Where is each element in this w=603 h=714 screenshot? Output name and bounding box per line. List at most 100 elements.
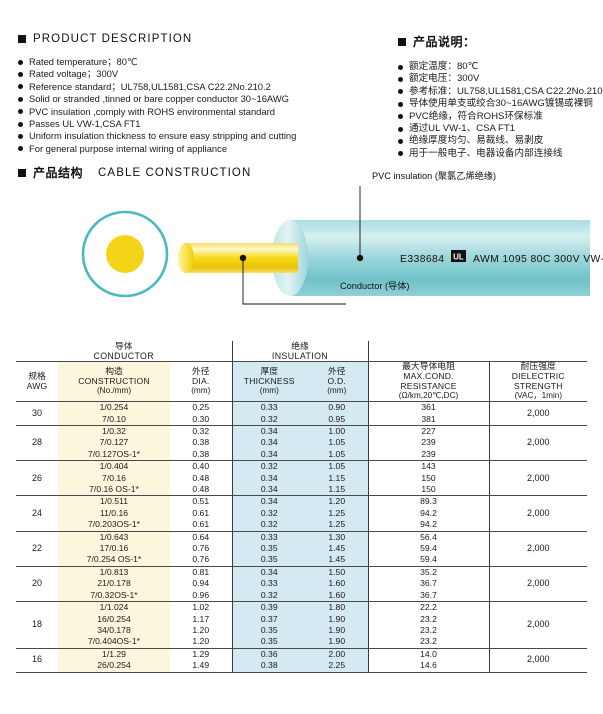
cell-resistance-value: 59.4 bbox=[420, 554, 437, 565]
column-header-resistance: 最大导体电阻 MAX.COND. RESISTANCE (Ω/km,20℃,DC… bbox=[368, 361, 490, 403]
cell-construction: 1/1.29 26/0.254 bbox=[58, 648, 170, 673]
round-bullet-icon bbox=[398, 101, 403, 107]
round-bullet-icon bbox=[398, 64, 403, 70]
cell-thickness: 0.39 0.37 0.35 0.35 bbox=[231, 601, 306, 649]
cell-od-value: 1.05 bbox=[328, 448, 346, 459]
cell-resistance-value: 56.4 bbox=[420, 531, 437, 542]
cell-construction-value: 1/1.024 bbox=[99, 602, 129, 613]
cell-resistance: 22.2 23.2 23.2 23.2 bbox=[368, 601, 490, 649]
pvc-insulation-callout-label: PVC insulation (聚氯乙烯绝缘) bbox=[372, 171, 497, 181]
square-bullet-icon bbox=[18, 35, 26, 43]
cell-od-value: 1.05 bbox=[328, 437, 346, 448]
table-row: 22 1/0.643 17/0.16 7/0.254 OS-1* 0.64 0.76 0.7… bbox=[16, 531, 587, 567]
list-item-label: Passes UL VW-1,CSA FT1 bbox=[29, 118, 141, 130]
group-header-insulation: 绝缘 INSULATION bbox=[231, 341, 369, 362]
cell-resistance-value: 150 bbox=[421, 484, 436, 495]
list-item: 通过UL VW-1、CSA FT1 bbox=[398, 123, 598, 135]
cell-dia-value: 0.30 bbox=[192, 413, 210, 424]
cell-resistance-value: 94.2 bbox=[420, 507, 437, 518]
cell-construction: 1/0.643 17/0.16 7/0.254 OS-1* bbox=[58, 531, 170, 567]
list-item: PVC insulation ,comply with ROHS environ… bbox=[18, 106, 388, 118]
cell-resistance-value: 14.6 bbox=[420, 660, 437, 671]
table-row: 28 1/0.32 7/0.127 7/0.127OS-1* 0.32 0.38 0.38 0… bbox=[16, 425, 587, 462]
cell-thickness: 0.34 0.34 0.34 bbox=[231, 425, 306, 462]
column-header-od: 外径 O.D. (mm) bbox=[306, 361, 369, 403]
cell-od-value: 1.20 bbox=[328, 496, 346, 507]
specification-table: 导体 CONDUCTOR 绝缘 INSULATION 规格 AWG 构造 CON… bbox=[16, 341, 587, 673]
cell-dia-value: 0.38 bbox=[192, 448, 210, 459]
cell-resistance-value: 150 bbox=[421, 472, 436, 483]
round-bullet-icon bbox=[18, 96, 23, 102]
cell-resistance: 35.2 36.7 36.7 bbox=[368, 566, 490, 603]
cell-dia-value: 0.76 bbox=[192, 554, 210, 565]
round-bullet-icon bbox=[398, 126, 403, 132]
column-header-dielectric-en2: STRENGTH bbox=[513, 380, 563, 391]
cell-od: 1.30 1.45 1.45 bbox=[306, 531, 369, 567]
product-description-cn-heading: 产品说明： bbox=[398, 33, 598, 50]
cell-thickness: 0.32 0.34 0.34 bbox=[231, 460, 306, 497]
cell-construction-value: 1/0.404 bbox=[99, 461, 129, 472]
list-item: Rated temperature；80℃ bbox=[18, 56, 388, 68]
cell-awg: 20 bbox=[16, 566, 58, 603]
column-header-thickness-unit: (mm) bbox=[259, 386, 279, 396]
round-bullet-icon bbox=[18, 134, 23, 140]
cell-thickness-value: 0.33 bbox=[260, 578, 278, 589]
table-group-header-row: 导体 CONDUCTOR 绝缘 INSULATION bbox=[16, 341, 587, 362]
group-header-insulation-en: INSULATION bbox=[271, 351, 329, 361]
cell-construction-value: 7/0.10 bbox=[102, 413, 126, 424]
product-description-cn-title: 产品说明： bbox=[413, 35, 476, 49]
round-bullet-icon bbox=[18, 121, 23, 127]
round-bullet-icon bbox=[18, 146, 23, 152]
list-item: Uniform insulation thickness to ensure e… bbox=[18, 130, 388, 142]
specification-table-body: 30 1/0.254 7/0.10 0.25 0.30 0.33 0.32 0.90 0.95 3… bbox=[16, 401, 587, 673]
group-header-insulation-cn: 绝缘 bbox=[291, 341, 309, 351]
cell-thickness-value: 0.36 bbox=[260, 648, 278, 659]
cell-od-value: 1.90 bbox=[328, 636, 346, 647]
cell-thickness: 0.34 0.32 0.32 bbox=[231, 495, 306, 532]
cell-dia-value: 0.48 bbox=[192, 484, 210, 495]
cell-od: 0.90 0.95 bbox=[306, 401, 369, 426]
cell-dia: 0.32 0.38 0.38 bbox=[170, 425, 232, 462]
column-header-resistance-unit: (Ω/km,20℃,DC) bbox=[398, 391, 459, 401]
cell-construction-value: 7/0.203OS-1* bbox=[87, 519, 141, 530]
list-item-label: 通过UL VW-1、CSA FT1 bbox=[409, 123, 516, 135]
cell-construction-value: 1/0.32 bbox=[102, 426, 126, 436]
list-item: 额定电压：300V bbox=[398, 73, 598, 85]
cell-thickness-value: 0.37 bbox=[260, 613, 278, 624]
cell-thickness-value: 0.34 bbox=[260, 496, 278, 507]
cell-construction-value: 16/0.254 bbox=[97, 613, 131, 624]
cell-dia-value: 0.51 bbox=[192, 496, 210, 507]
cell-resistance-value: 35.2 bbox=[420, 566, 437, 577]
table-row: 18 1/1.024 16/0.254 34/0.178 7/0.404OS-1* 1.0… bbox=[16, 601, 587, 649]
cell-construction-value: 1/0.511 bbox=[99, 496, 129, 507]
cell-resistance-value: 14.0 bbox=[420, 648, 437, 659]
cell-resistance: 89.3 94.2 94.2 bbox=[368, 495, 490, 532]
ul-logo-icon: UL bbox=[451, 250, 466, 262]
list-item: 绝缘厚度均匀、易裁线、易剥皮 bbox=[398, 135, 598, 147]
cell-resistance: 56.4 59.4 59.4 bbox=[368, 531, 490, 567]
cell-thickness-value: 0.34 bbox=[260, 472, 278, 483]
cell-dia-value: 0.64 bbox=[192, 531, 210, 542]
list-item: Rated voltage；300V bbox=[18, 68, 388, 80]
cell-construction: 1/1.024 16/0.254 34/0.178 7/0.404OS-1* bbox=[58, 601, 170, 649]
list-item: Passes UL VW-1,CSA FT1 bbox=[18, 118, 388, 130]
group-header-conductor: 导体 CONDUCTOR bbox=[16, 341, 232, 362]
cell-awg: 22 bbox=[16, 531, 58, 567]
cell-resistance-value: 381 bbox=[421, 413, 436, 424]
cell-dielectric: 2,000 bbox=[489, 531, 587, 567]
cell-construction-value: 1/1.29 bbox=[102, 648, 126, 659]
cable-construction-title-en: CABLE CONSTRUCTION bbox=[98, 166, 252, 179]
column-header-construction-en: CONSTRUCTION bbox=[78, 375, 150, 386]
column-header-thickness-cn: 厚度 bbox=[260, 365, 279, 376]
list-item-label: Solid or stranded ,tinned or bare copper… bbox=[29, 93, 289, 105]
cell-construction-value: 7/0.16 bbox=[102, 472, 126, 483]
cell-dia-value: 1.29 bbox=[192, 648, 210, 659]
cell-thickness-value: 0.39 bbox=[260, 602, 278, 613]
cell-dia-value: 0.61 bbox=[192, 519, 210, 530]
cell-thickness-value: 0.35 bbox=[260, 636, 278, 647]
cell-dia-value: 0.61 bbox=[192, 507, 210, 518]
cell-dia-value: 0.96 bbox=[192, 589, 210, 600]
cell-thickness-value: 0.35 bbox=[260, 624, 278, 635]
cell-construction-value: 1/0.643 bbox=[99, 531, 129, 542]
